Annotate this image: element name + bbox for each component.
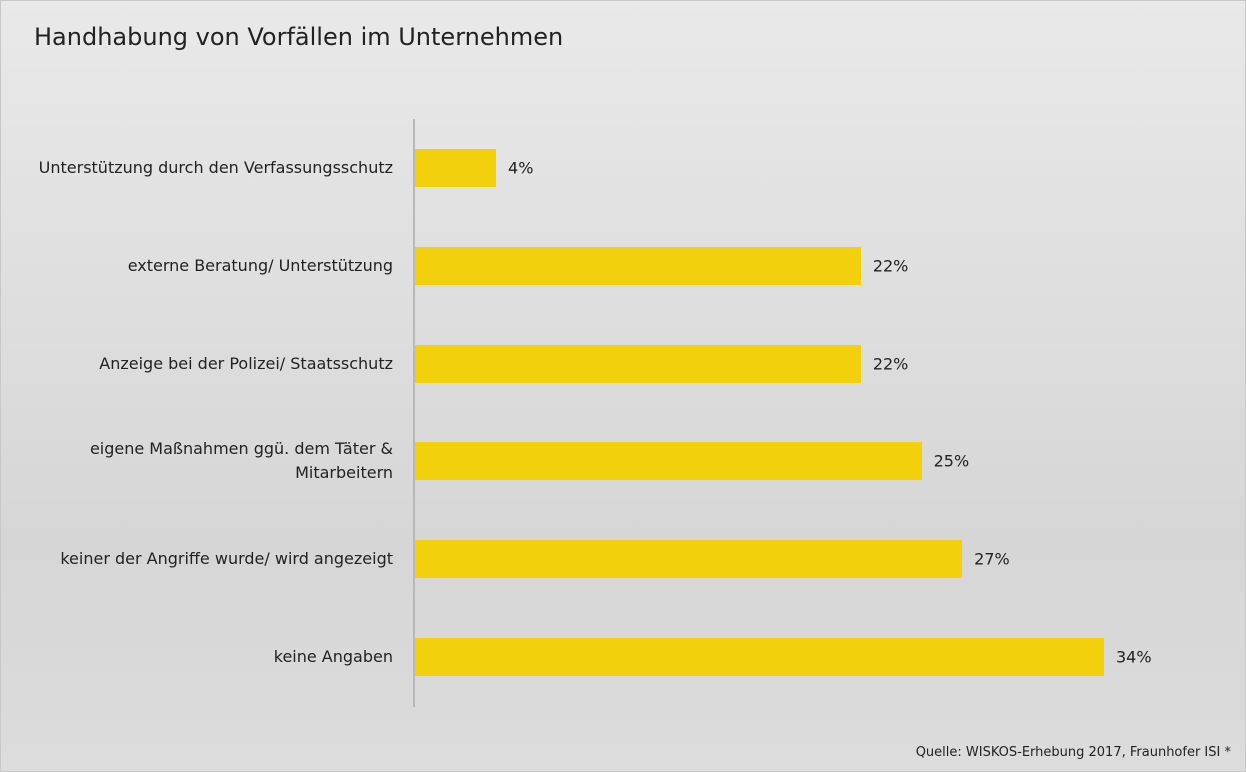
category-label: externe Beratung/ Unterstützung: [127, 255, 393, 275]
bar: [415, 540, 963, 579]
category-label: keiner der Angriffe wurde/ wird angezeig…: [60, 549, 393, 569]
value-label: 27%: [974, 549, 1010, 569]
bar: [415, 246, 861, 285]
category-label: eigene Maßnahmen ggü. dem Täter & Mitarb…: [89, 439, 393, 483]
chart-title: Handhabung von Vorfällen im Unternehmen: [34, 23, 564, 51]
bar: [415, 638, 1104, 676]
value-label: 22%: [872, 354, 909, 374]
bar: [415, 149, 497, 187]
value-label: 25%: [933, 451, 970, 471]
category-label: Anzeige bei der Polizei/ Staatsschutz: [99, 353, 393, 373]
bar: [415, 344, 861, 383]
category-label: Unterstützung durch den Verfassungsschut…: [38, 158, 393, 177]
value-label: 34%: [1116, 647, 1152, 667]
value-label: 4%: [508, 158, 534, 178]
axis-line: [413, 119, 415, 707]
value-label: 22%: [872, 256, 909, 276]
source-note: Quelle: WISKOS-Erhebung 2017, Fraunhofer…: [915, 745, 1231, 760]
category-label: keine Angaben: [273, 647, 393, 666]
bar: [415, 442, 922, 481]
